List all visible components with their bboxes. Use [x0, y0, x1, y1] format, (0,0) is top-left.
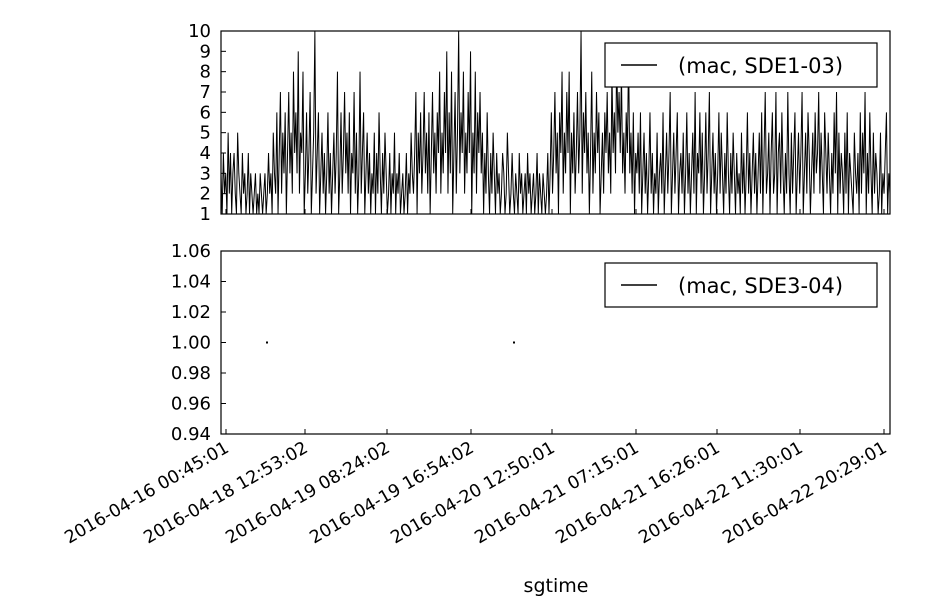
- x-axis-label: sgtime: [524, 575, 589, 597]
- series-point-sde3-04: [513, 341, 515, 344]
- series-line-sde1-03: [220, 30, 891, 215]
- bottom-series-points: [266, 341, 515, 344]
- top-y-tick-label: 9: [200, 41, 211, 62]
- bottom-legend: (mac, SDE3-04): [604, 262, 878, 308]
- bottom-subplot: 0.94 0.96 0.98 1.00 1.02 1.04 1.06 (mac, SDE3-…: [62, 241, 891, 597]
- bottom-axes-frame: [220, 250, 891, 435]
- top-series-line-group: [220, 30, 891, 215]
- top-y-tick-label: 3: [200, 163, 211, 184]
- top-y-tick-label: 2: [200, 184, 211, 205]
- top-legend: (mac, SDE1-03): [604, 42, 878, 88]
- top-y-tick-label: 8: [200, 62, 211, 83]
- bottom-y-tick-label: 1.04: [171, 272, 211, 293]
- bottom-y-tick-label: 1.02: [171, 302, 211, 323]
- bottom-y-tick-label: 0.94: [171, 424, 211, 445]
- top-y-tick-label: 7: [200, 82, 211, 103]
- top-axes-frame: [220, 30, 891, 215]
- bottom-y-ticks: 0.94 0.96 0.98 1.00 1.02 1.04 1.06: [171, 241, 226, 445]
- top-y-tick-label: 5: [200, 123, 211, 144]
- bottom-y-tick-label: 0.96: [171, 394, 211, 415]
- top-y-tick-label: 4: [200, 143, 211, 164]
- bottom-legend-label: (mac, SDE3-04): [678, 274, 843, 298]
- top-y-tick-label: 1: [200, 204, 211, 225]
- top-legend-label: (mac, SDE1-03): [678, 54, 843, 78]
- bottom-y-tick-label: 0.98: [171, 363, 211, 384]
- series-point-sde3-04: [266, 341, 268, 344]
- bottom-y-tick-label: 1.06: [171, 241, 211, 262]
- top-y-tick-label: 10: [188, 21, 211, 42]
- bottom-y-tick-label: 1.00: [171, 333, 211, 354]
- top-y-tick-label: 6: [200, 102, 211, 123]
